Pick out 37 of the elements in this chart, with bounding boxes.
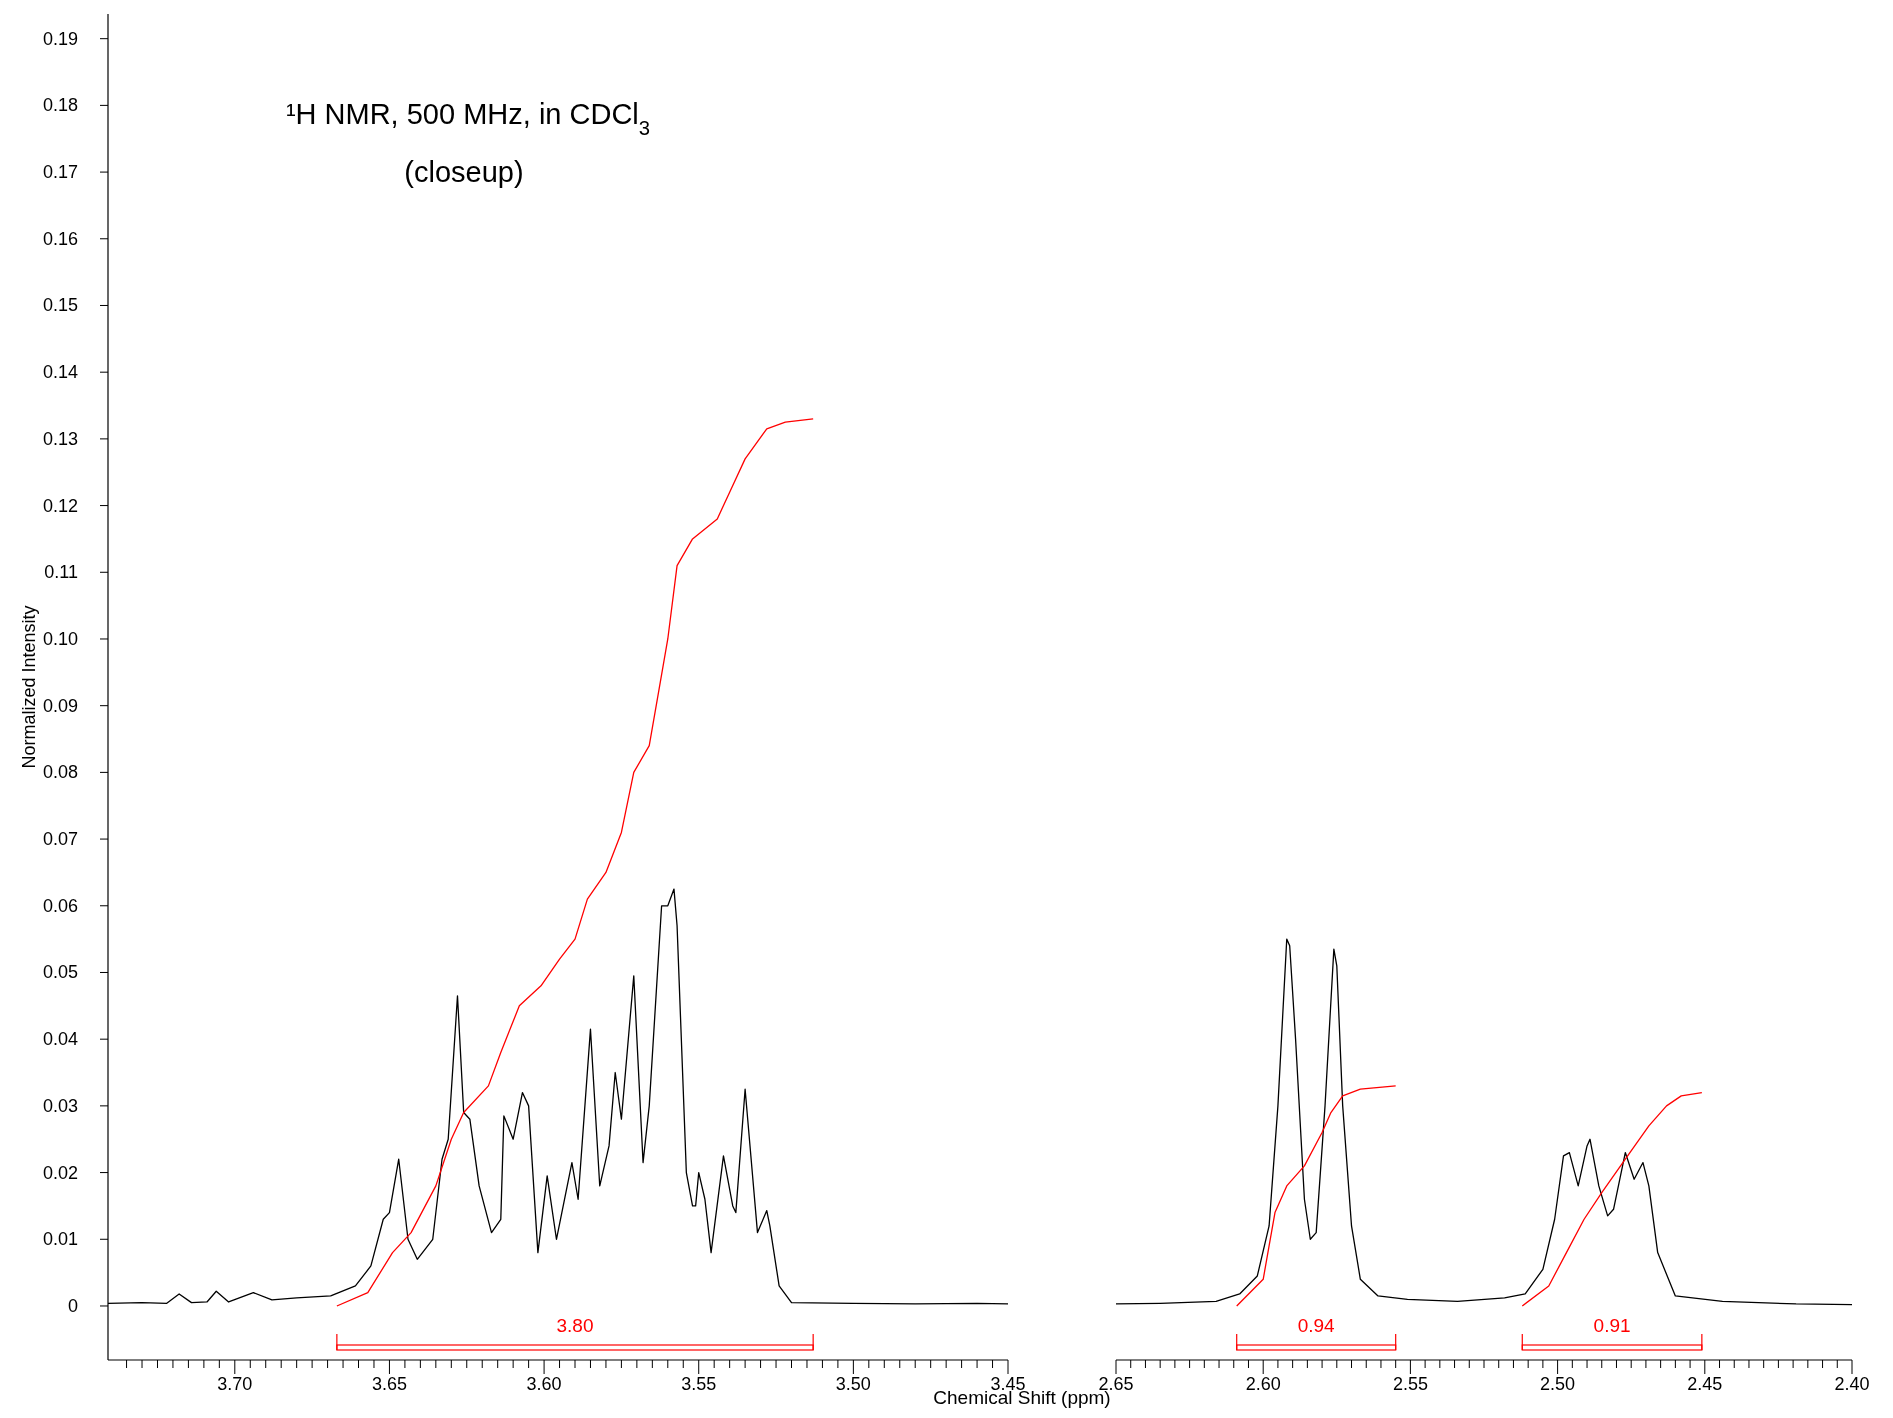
y-tick-label: 0.06 [42, 895, 78, 916]
x-tick-label: 3.55 [681, 1374, 717, 1394]
x-tick-label: 2.55 [1392, 1374, 1428, 1394]
y-tick-label: 0.05 [42, 962, 78, 983]
text: (closeup) [404, 156, 524, 188]
x-tick-label: 2.60 [1245, 1374, 1281, 1394]
y-tick-label: 0.07 [42, 829, 78, 850]
y-tick-label: 0.09 [42, 695, 78, 716]
x-tick-label: 3.65 [371, 1374, 407, 1394]
y-tick-label: 0 [67, 1295, 78, 1316]
y-tick-label: 0.04 [42, 1029, 78, 1050]
y-tick-label: 0.15 [42, 295, 78, 316]
y-tick-label: 0.02 [42, 1162, 78, 1183]
y-axis-title: Normalized Intensity [19, 605, 39, 769]
annotation: 0.91 [1593, 1315, 1631, 1336]
y-tick-label: 0.14 [42, 362, 78, 383]
y-tick-label: 0.13 [42, 428, 78, 449]
text: ¹H NMR, 500 MHz, in CDCl$_{3}$ [285, 98, 651, 139]
y-tick-label: 0.11 [44, 562, 78, 583]
y-tick-label: 0.12 [42, 495, 78, 516]
y-tick-label: 0.01 [42, 1229, 78, 1250]
x-tick-label: 3.60 [526, 1374, 562, 1394]
annotation: 3.80 [556, 1315, 594, 1336]
y-tick-label: 0.17 [42, 162, 78, 183]
y-tick-label: 0.16 [42, 228, 78, 249]
x-tick-label: 3.70 [217, 1374, 253, 1394]
x-tick-label: 2.45 [1687, 1374, 1723, 1394]
line-series [336, 418, 814, 1307]
annotation: 0.94 [1297, 1315, 1336, 1336]
y-tick-label: 0.18 [42, 95, 78, 116]
x-tick-label: 3.50 [835, 1374, 871, 1394]
x-tick-label: 2.50 [1540, 1374, 1576, 1394]
y-tick-label: 0.08 [42, 762, 78, 783]
x-tick-label: 2.40 [1834, 1374, 1870, 1394]
y-tick-label: 0.10 [42, 628, 78, 649]
y-tick-label: 0.19 [42, 28, 78, 49]
y-tick-label: 0.03 [42, 1095, 78, 1116]
